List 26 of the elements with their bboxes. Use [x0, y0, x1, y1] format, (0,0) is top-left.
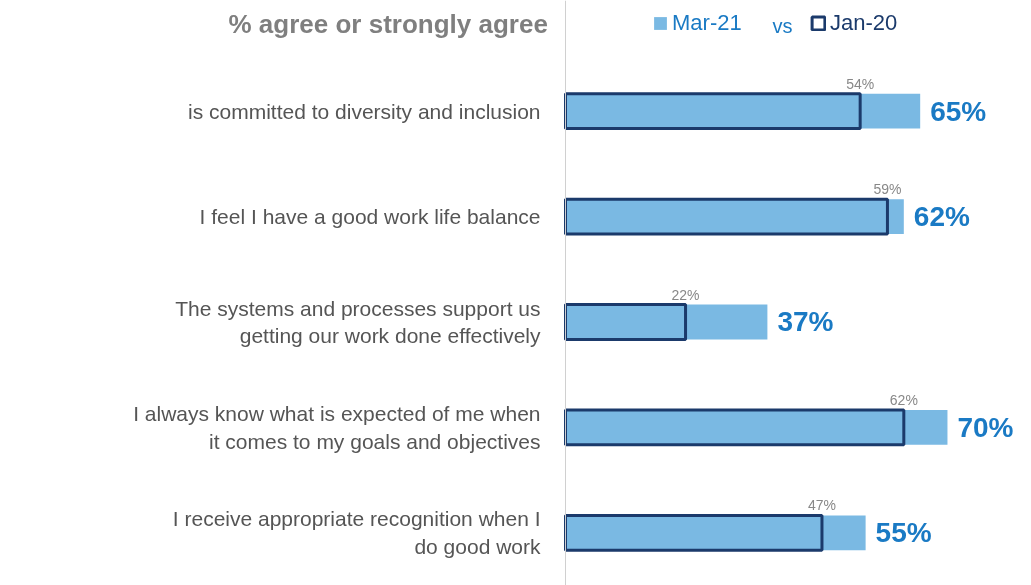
data-label: 65% — [930, 95, 987, 127]
legend-label: Jan-20 — [830, 10, 898, 36]
bar — [564, 408, 906, 447]
chart-title: % agree or strongly agree — [228, 8, 548, 39]
bar — [564, 303, 688, 341]
bar — [565, 93, 921, 129]
bar — [564, 92, 862, 131]
data-label: 62% — [913, 201, 970, 233]
y-tick-label: is committed to diversity and inclusion — [188, 99, 541, 123]
data-label: 59% — [873, 181, 902, 198]
annotation: vs — [772, 14, 793, 37]
data-label: 55% — [875, 517, 932, 549]
data-label: 62% — [889, 392, 918, 408]
y-tick-label: I receive appropriate recognition when I do good work — [172, 507, 541, 559]
y-tick-label: I always know what is expected of me when it comes to my goals and objectives — [133, 402, 541, 453]
data-label: 70% — [957, 411, 1014, 443]
bar — [565, 304, 768, 340]
bar — [565, 515, 866, 551]
bar — [564, 513, 824, 552]
data-label: 22% — [671, 286, 700, 303]
data-label: 47% — [807, 497, 836, 514]
legend-label: Mar-21 — [672, 10, 742, 36]
data-label: 37% — [777, 306, 834, 338]
y-tick-label: The systems and processes support us getting our work done effectively — [175, 296, 541, 348]
data-label: 54% — [846, 75, 875, 92]
y-tick-label: I feel I have a good work life balance — [199, 205, 541, 229]
